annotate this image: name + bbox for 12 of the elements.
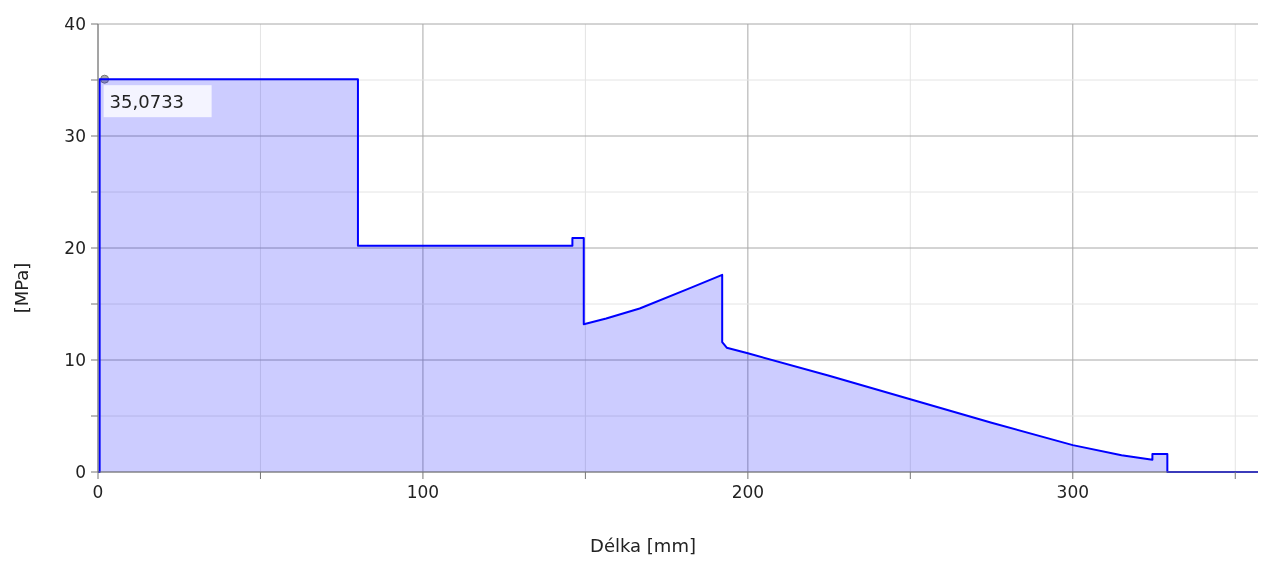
x-tick-label: 200 — [731, 482, 765, 502]
y-tick-label: 30 — [64, 126, 86, 146]
x-axis-title: Délka [mm] — [590, 535, 696, 556]
y-tick-label: 40 — [64, 14, 86, 34]
x-tick-label: 100 — [406, 482, 440, 502]
y-tick-label: 0 — [75, 462, 86, 482]
x-tick-label: 0 — [92, 482, 104, 502]
y-tick-label: 20 — [64, 238, 86, 258]
annotation: 35,0733 — [109, 91, 185, 113]
y-axis-title: [MPa] — [11, 262, 32, 314]
x-tick-label: 300 — [1056, 482, 1090, 502]
y-tick-label: 10 — [64, 350, 86, 370]
